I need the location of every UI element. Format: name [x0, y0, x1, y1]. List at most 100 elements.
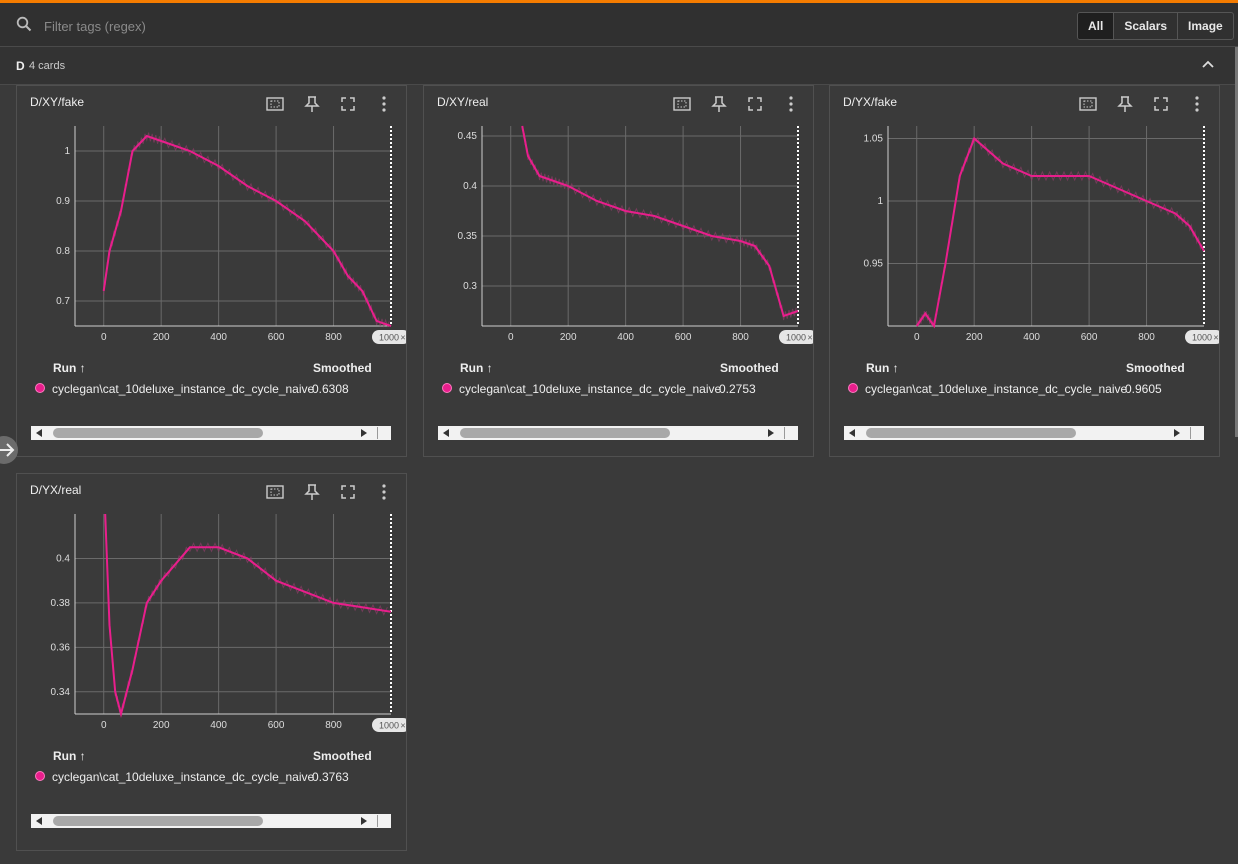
x-tick-label: 200 — [153, 332, 170, 343]
more-vert-icon[interactable] — [781, 94, 801, 114]
y-tick-label: 0.7 — [56, 296, 70, 307]
table-horizontal-scrollbar[interactable] — [31, 814, 391, 828]
x-tick-label: 600 — [268, 332, 285, 343]
scroll-right-icon[interactable] — [361, 817, 367, 825]
tab-scalars[interactable]: Scalars — [1113, 13, 1177, 39]
table-horizontal-scrollbar[interactable] — [31, 426, 391, 440]
scrollbar-thumb[interactable] — [53, 816, 263, 826]
run-color-swatch — [35, 383, 45, 393]
more-vert-icon[interactable] — [374, 94, 394, 114]
y-tick-label: 0.8 — [56, 246, 70, 257]
fit-domain-icon[interactable] — [672, 94, 692, 114]
tab-all[interactable]: All — [1078, 13, 1114, 39]
scroll-right-icon[interactable] — [1174, 429, 1180, 437]
resize-handle[interactable] — [1190, 427, 1203, 439]
card-group-header[interactable]: D 4 cards — [0, 47, 1238, 85]
run-column-header[interactable]: Run ↑ — [866, 361, 899, 375]
smoothed-column-header[interactable]: Smoothed — [313, 361, 372, 375]
y-tick-label: 1 — [877, 196, 883, 207]
table-horizontal-scrollbar[interactable] — [844, 426, 1204, 440]
expand-sidebar-button[interactable] — [0, 436, 18, 464]
scroll-left-icon[interactable] — [36, 817, 42, 825]
x-tick-label: 0 — [101, 332, 107, 343]
x-tick-label: 400 — [210, 720, 227, 731]
more-vert-icon[interactable] — [1187, 94, 1207, 114]
card-title: D/YX/real — [30, 483, 82, 497]
x-tick-label: 600 — [675, 332, 692, 343]
table-horizontal-scrollbar[interactable] — [438, 426, 798, 440]
x-tick-label: 200 — [153, 720, 170, 731]
resize-handle[interactable] — [784, 427, 797, 439]
step-marker-chip — [372, 330, 406, 344]
smoothed-column-header[interactable]: Smoothed — [313, 749, 372, 763]
raw-series-line — [103, 132, 390, 328]
fit-domain-icon[interactable] — [265, 482, 285, 502]
x-tick-label: 600 — [268, 720, 285, 731]
scroll-left-icon[interactable] — [443, 429, 449, 437]
scrollbar-thumb[interactable] — [866, 428, 1076, 438]
x-tick-label: 0 — [914, 332, 920, 343]
resize-handle[interactable] — [377, 815, 390, 827]
pin-icon[interactable] — [302, 482, 322, 502]
page-scrollbar[interactable] — [1235, 47, 1238, 437]
filter-tags-input[interactable] — [42, 15, 646, 37]
step-marker-chip — [372, 718, 406, 732]
scroll-left-icon[interactable] — [849, 429, 855, 437]
fullscreen-icon[interactable] — [338, 482, 358, 502]
scalar-card: D/YX/fake 0 200 400 600 800 0.95 1 1.05 1000 × Ru… — [829, 85, 1220, 457]
run-column-header[interactable]: Run ↑ — [53, 361, 86, 375]
y-tick-label: 0.36 — [51, 642, 71, 653]
x-tick-label: 800 — [325, 332, 342, 343]
scroll-left-icon[interactable] — [36, 429, 42, 437]
scrollbar-thumb[interactable] — [53, 428, 263, 438]
y-tick-label: 0.38 — [51, 598, 71, 609]
y-tick-label: 1 — [64, 146, 70, 157]
y-tick-label: 0.4 — [463, 181, 477, 192]
fullscreen-icon[interactable] — [1151, 94, 1171, 114]
pin-icon[interactable] — [1115, 94, 1135, 114]
step-marker-label: 1000 — [786, 333, 806, 343]
scrollbar-thumb[interactable] — [460, 428, 670, 438]
search-icon — [16, 16, 32, 32]
scalar-card: D/XY/real 0 200 400 600 800 0.3 0.35 0.4 0.45 100… — [423, 85, 814, 457]
smoothed-column-header[interactable]: Smoothed — [720, 361, 779, 375]
run-name: cyclegan\cat_10deluxe_instance_dc_cycle_… — [865, 382, 1128, 396]
more-vert-icon[interactable] — [374, 482, 394, 502]
smoothed-series-line — [102, 134, 392, 327]
line-chart[interactable]: 0 200 400 600 800 0.7 0.8 0.9 1 1000 × — [17, 86, 406, 356]
resize-handle[interactable] — [377, 427, 390, 439]
filter-bar: All Scalars Image — [0, 3, 1238, 47]
close-icon: × — [807, 333, 812, 343]
step-marker-chip — [1185, 330, 1219, 344]
pin-icon[interactable] — [302, 94, 322, 114]
raw-series-line — [104, 517, 388, 715]
scroll-right-icon[interactable] — [768, 429, 774, 437]
y-tick-label: 0.3 — [463, 281, 477, 292]
run-column-header[interactable]: Run ↑ — [53, 749, 86, 763]
x-tick-label: 800 — [732, 332, 749, 343]
chevron-up-icon[interactable] — [1200, 57, 1216, 73]
fit-domain-icon[interactable] — [1078, 94, 1098, 114]
group-card-count: 4 cards — [29, 60, 66, 72]
run-name: cyclegan\cat_10deluxe_instance_dc_cycle_… — [52, 770, 315, 784]
x-tick-label: 200 — [560, 332, 577, 343]
x-tick-label: 0 — [101, 720, 107, 731]
pin-icon[interactable] — [709, 94, 729, 114]
x-tick-label: 800 — [325, 720, 342, 731]
x-tick-label: 0 — [508, 332, 514, 343]
smoothed-series-line — [104, 513, 392, 718]
fit-domain-icon[interactable] — [265, 94, 285, 114]
fullscreen-icon[interactable] — [338, 94, 358, 114]
line-chart[interactable]: 0 200 400 600 800 0.95 1 1.05 1000 × — [830, 86, 1219, 356]
line-chart[interactable]: 0 200 400 600 800 0.3 0.35 0.4 0.45 1000 × — [424, 86, 813, 356]
smoothed-column-header[interactable]: Smoothed — [1126, 361, 1185, 375]
line-chart[interactable]: 0 200 400 600 800 0.34 0.36 0.38 0.4 1000 × — [17, 474, 406, 744]
card-title: D/XY/fake — [30, 95, 85, 109]
y-tick-label: 0.45 — [458, 131, 478, 142]
tab-image[interactable]: Image — [1177, 13, 1233, 39]
scroll-right-icon[interactable] — [361, 429, 367, 437]
fullscreen-icon[interactable] — [745, 94, 765, 114]
run-column-header[interactable]: Run ↑ — [460, 361, 493, 375]
step-marker-label: 1000 — [379, 333, 399, 343]
scalar-card: D/XY/fake 0 200 400 600 800 0.7 0.8 0.9 1 1000 × R… — [16, 85, 407, 457]
